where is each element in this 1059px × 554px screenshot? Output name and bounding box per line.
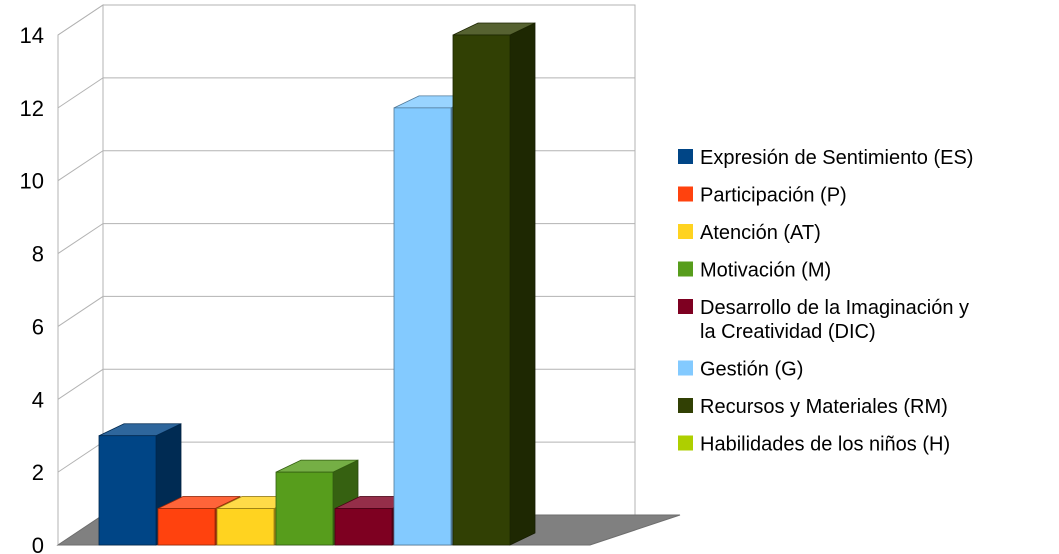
legend-label: Desarrollo de la Imaginación y (700, 297, 969, 319)
bar-front (157, 508, 216, 546)
side-wall (57, 4, 104, 546)
legend-swatch (678, 149, 693, 164)
bar-front (393, 107, 452, 546)
legend-label: Motivación (M) (700, 260, 831, 282)
legend-item: Expresión de Sentimiento (ES) (678, 147, 973, 169)
y-tick-label: 8 (32, 242, 44, 267)
legend-item: Desarrollo de la Imaginación yla Creativ… (678, 297, 969, 343)
grid-layer (56, 4, 681, 546)
legend-label: Recursos y Materiales (RM) (700, 396, 948, 418)
y-tick-label: 10 (20, 169, 44, 194)
legend: Expresión de Sentimiento (ES) Participaci… (678, 147, 973, 456)
legend-item: Participación (P) (678, 185, 847, 207)
legend-label: Habilidades de los niños (H) (700, 434, 950, 456)
back-wall (102, 4, 636, 516)
legend-item: Motivación (M) (678, 260, 831, 282)
y-tick-label: 2 (32, 460, 44, 485)
y-tick-label: 6 (32, 314, 44, 339)
bar-front (98, 435, 157, 546)
bar (452, 22, 536, 546)
legend-label: la Creatividad (DIC) (700, 321, 876, 343)
bar-front (216, 508, 275, 546)
y-tick-label: 12 (20, 96, 44, 121)
legend-swatch (678, 398, 693, 413)
legend-swatch (678, 435, 693, 451)
legend-item: Recursos y Materiales (RM) (678, 396, 948, 418)
legend-swatch (678, 299, 693, 314)
legend-label: Participación (P) (700, 185, 847, 207)
y-tick-label: 14 (20, 23, 44, 48)
legend-item: Gestión (G) (678, 359, 803, 381)
y-tick-label: 0 (32, 533, 44, 554)
legend-label: Gestión (G) (700, 359, 803, 381)
bar-front (452, 34, 511, 546)
legend-swatch (678, 224, 693, 239)
legend-label: Atención (AT) (700, 222, 821, 244)
legend-swatch (678, 261, 693, 277)
gridline (57, 4, 635, 36)
legend-label: Expresión de Sentimiento (ES) (700, 147, 973, 169)
y-axis: 0 2 4 6 8 10 12 14 (20, 23, 44, 554)
legend-swatch (678, 360, 693, 376)
bar-front (334, 508, 393, 546)
legend-item: Habilidades de los niños (H) (678, 434, 950, 456)
bar-side (509, 22, 536, 546)
bar-front (275, 471, 334, 546)
bars-layer (98, 22, 536, 546)
legend-item: Atención (AT) (678, 222, 821, 244)
y-tick-label: 4 (32, 387, 44, 412)
legend-swatch (678, 186, 693, 202)
